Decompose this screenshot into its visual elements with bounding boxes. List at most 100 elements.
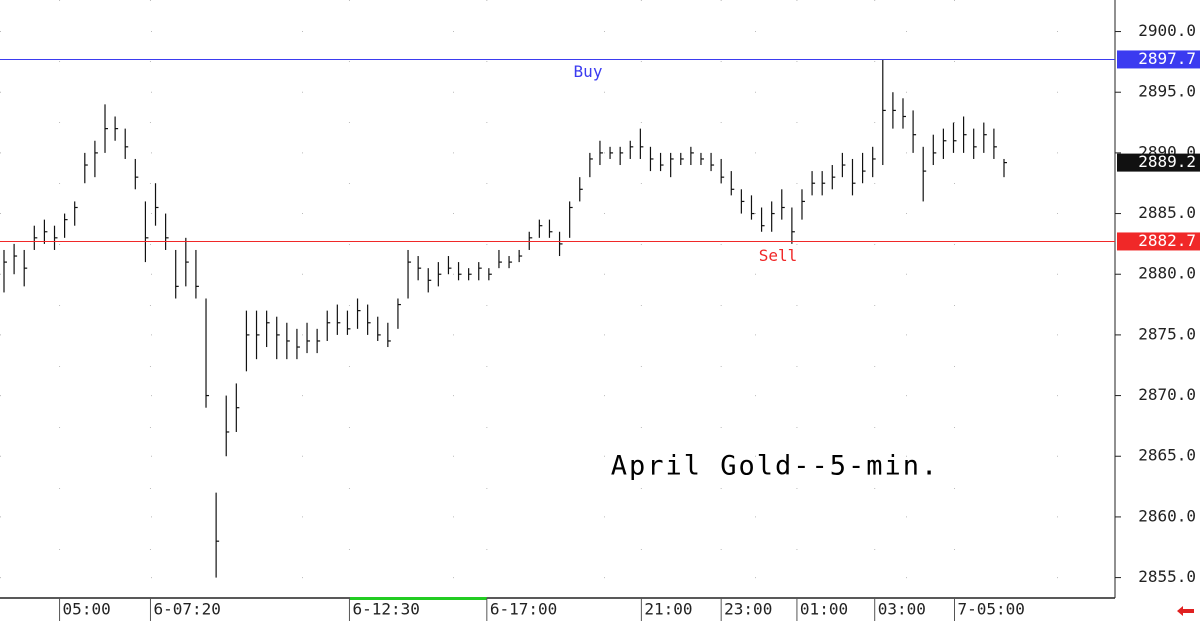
price-bar xyxy=(548,219,553,238)
level-price-label: 2882.7 xyxy=(1138,231,1196,250)
price-bar xyxy=(579,177,583,202)
price-bar xyxy=(851,158,856,196)
x-tick-label: 7-05:00 xyxy=(958,600,1025,619)
price-bar xyxy=(245,310,250,372)
y-tick-label: 2860.0 xyxy=(1138,506,1196,525)
x-tick-label: 6-12:30 xyxy=(352,600,419,619)
price-bar xyxy=(154,183,159,226)
price-bar xyxy=(942,128,947,159)
price-bar xyxy=(983,122,987,153)
level-price-box xyxy=(1117,232,1200,251)
price-bar xyxy=(53,225,58,250)
price-bar xyxy=(720,158,725,184)
price-bar xyxy=(94,140,98,178)
price-bar xyxy=(276,316,280,360)
price-bar xyxy=(760,207,765,232)
price-bar xyxy=(326,310,331,341)
price-bar xyxy=(528,231,533,250)
scroll-arrow xyxy=(1177,606,1194,616)
level-text: Sell xyxy=(759,246,798,265)
price-bar xyxy=(478,262,482,281)
price-bar xyxy=(670,152,674,178)
y-tick-label: 2855.0 xyxy=(1138,567,1196,586)
price-bar xyxy=(599,140,603,166)
price-bar xyxy=(64,213,68,238)
price-bar xyxy=(801,189,805,220)
price-bar xyxy=(912,110,917,153)
price-bar xyxy=(104,104,109,153)
level-price-label: 2897.7 xyxy=(1138,49,1196,68)
price-bar xyxy=(195,249,199,299)
price-bar xyxy=(659,152,664,172)
price-bar xyxy=(437,262,442,287)
price-bar xyxy=(690,146,694,166)
price-bar xyxy=(811,171,816,196)
price-bar xyxy=(1003,158,1007,178)
price-bar xyxy=(538,219,543,238)
price-bar xyxy=(215,492,220,578)
y-tick-label: 2870.0 xyxy=(1138,385,1196,404)
price-bar xyxy=(841,152,846,178)
price-bar xyxy=(750,195,755,220)
price-bar xyxy=(518,249,523,263)
price-bar xyxy=(740,189,745,214)
price-bar xyxy=(498,249,502,269)
price-bar xyxy=(508,256,513,269)
x-tick-label: 6-07:20 xyxy=(153,600,220,619)
price-bar xyxy=(175,249,179,299)
price-bar xyxy=(932,134,937,166)
price-bar xyxy=(791,207,795,244)
price-bar xyxy=(3,249,7,293)
price-bar xyxy=(680,152,684,166)
price-bar xyxy=(952,122,957,153)
price-bar xyxy=(861,152,866,184)
y-tick-label: 2895.0 xyxy=(1138,82,1196,101)
price-bar xyxy=(417,256,422,281)
price-bar xyxy=(457,262,462,281)
price-bar xyxy=(134,158,139,190)
price-bar xyxy=(306,322,311,354)
x-tick-label: 21:00 xyxy=(644,600,692,619)
session-highlight xyxy=(350,597,487,600)
price-bar xyxy=(558,231,563,257)
price-bar xyxy=(922,146,927,202)
price-bar xyxy=(74,201,78,226)
price-bar xyxy=(124,128,129,159)
price-bar xyxy=(266,310,270,348)
price-bar xyxy=(165,213,169,250)
price-bar xyxy=(185,237,189,287)
price-bar xyxy=(397,298,401,329)
price-bar xyxy=(447,256,452,275)
price-bar xyxy=(639,128,644,159)
price-bar xyxy=(882,59,886,166)
price-bar xyxy=(346,310,351,335)
price-bar xyxy=(710,152,715,172)
y-tick-label: 2875.0 xyxy=(1138,324,1196,343)
y-tick-label: 2885.0 xyxy=(1138,203,1196,222)
price-bar xyxy=(387,322,391,348)
price-bar xyxy=(286,322,290,360)
y-tick-label: 2865.0 xyxy=(1138,446,1196,465)
price-bar xyxy=(973,128,977,159)
level-text: Buy xyxy=(574,62,603,81)
price-bar xyxy=(316,328,321,354)
price-bar xyxy=(235,383,240,432)
price-bar xyxy=(902,98,906,129)
x-tick-label: 01:00 xyxy=(800,600,848,619)
price-bar xyxy=(589,152,593,178)
last-price-box xyxy=(1117,153,1200,172)
chart-annotation: April Gold--5-min. xyxy=(611,451,940,482)
price-bar xyxy=(730,171,735,196)
price-bar xyxy=(336,304,341,335)
price-bar xyxy=(872,146,876,178)
price-bar xyxy=(225,395,230,457)
price-bar xyxy=(609,146,614,159)
price-bar xyxy=(619,146,624,166)
price-bar xyxy=(781,189,785,220)
last-price-label: 2889.2 xyxy=(1138,152,1196,171)
price-bar xyxy=(114,116,119,141)
price-bar xyxy=(831,165,836,190)
price-bar xyxy=(407,249,412,299)
price-bar xyxy=(488,268,492,281)
